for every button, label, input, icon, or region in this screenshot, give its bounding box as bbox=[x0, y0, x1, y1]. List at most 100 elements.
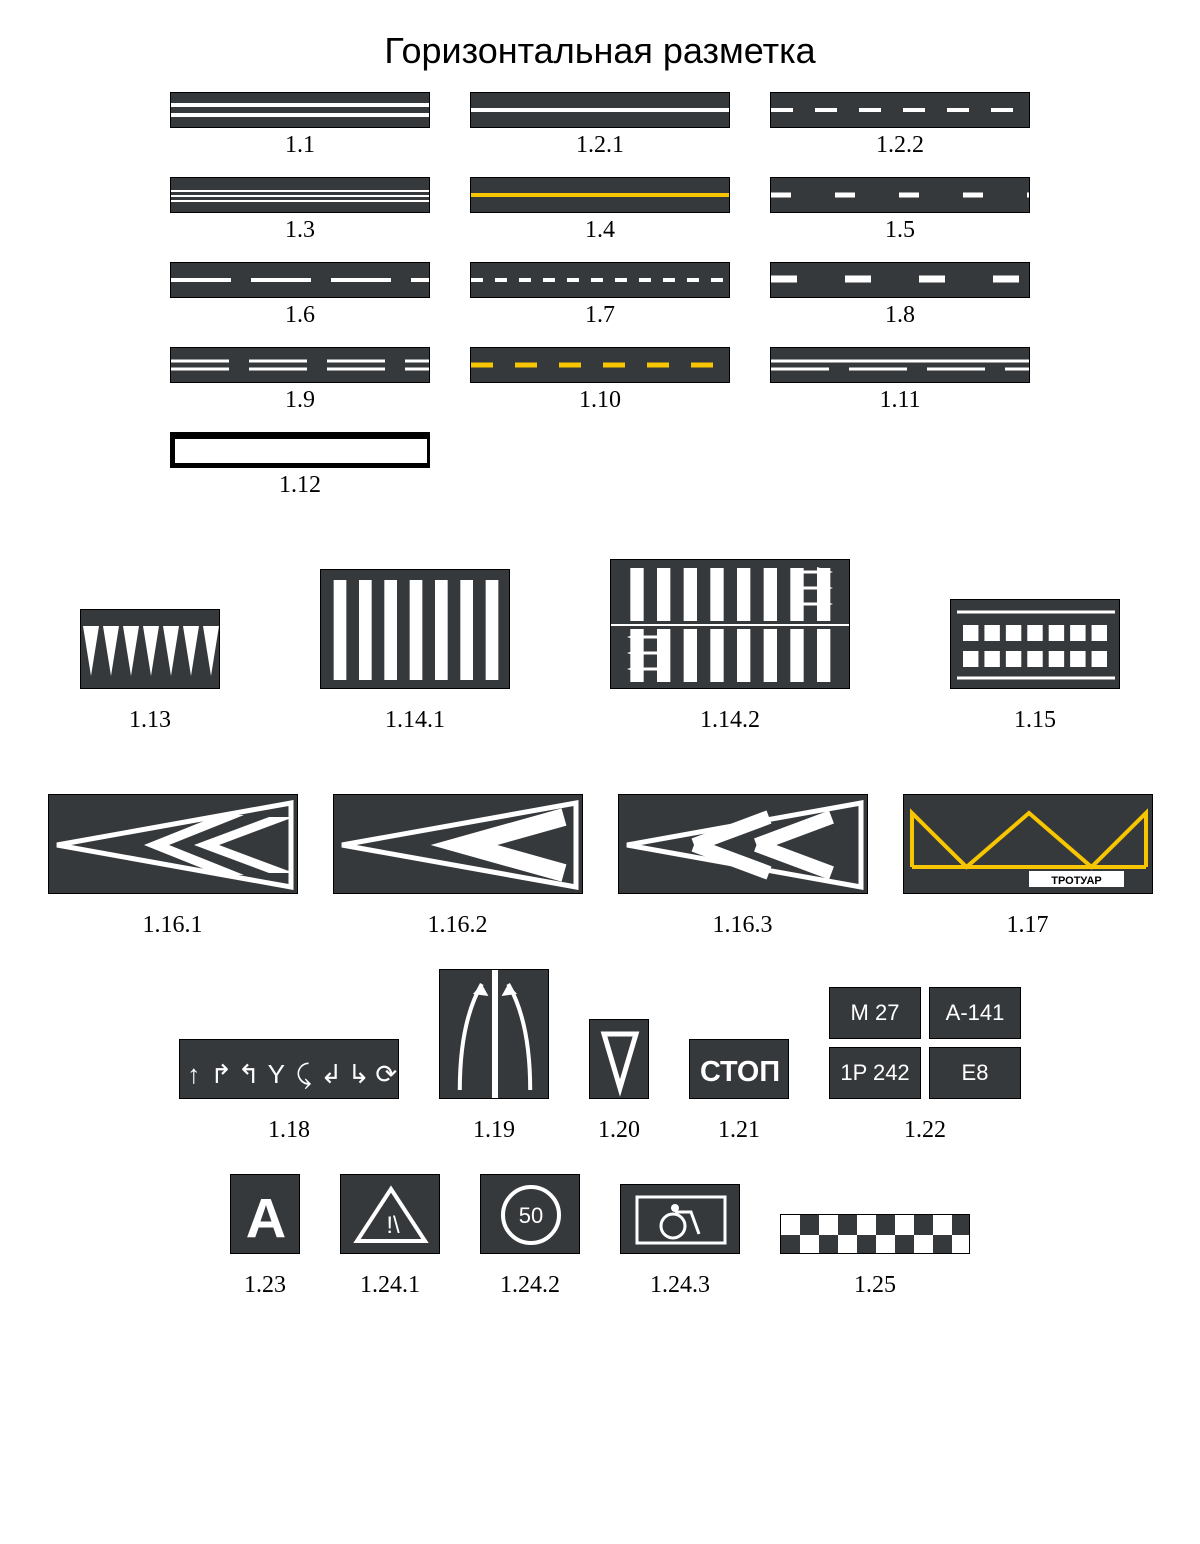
strip-1.11: 1.11 bbox=[770, 347, 1030, 414]
panel-row-2: 1.16.1 1.16.2 1.16.3 ТРОТУАР 1.17 bbox=[40, 794, 1160, 939]
strip-graphic bbox=[470, 347, 730, 383]
svg-text:↑: ↑ bbox=[187, 1059, 200, 1089]
panel-row-3: ↑ ↱↰ Y ⤹ ↲↳⟳ 1.18 1.19 1.20 СТОП 1.21 M 27A-1411P … bbox=[40, 969, 1160, 1144]
panel-1.15: 1.15 bbox=[950, 599, 1120, 734]
panel-graphic bbox=[950, 599, 1120, 689]
panel-caption: 1.16.1 bbox=[143, 912, 203, 939]
panel-caption: 1.16.2 bbox=[428, 912, 488, 939]
svg-text:!\: !\ bbox=[386, 1212, 400, 1239]
strip-1.3: 1.3 bbox=[170, 177, 430, 244]
page-title: Горизонтальная разметка bbox=[40, 30, 1160, 72]
strip-graphic bbox=[170, 262, 430, 298]
strip-caption: 1.8 bbox=[885, 302, 915, 329]
panel-1.23: A 1.23 bbox=[230, 1174, 300, 1299]
panel-graphic bbox=[439, 969, 549, 1099]
panel-caption: 1.16.3 bbox=[713, 912, 773, 939]
strip-caption: 1.6 bbox=[285, 302, 315, 329]
panel-graphic: 50 bbox=[480, 1174, 580, 1254]
strip-1.4: 1.4 bbox=[470, 177, 730, 244]
panel-caption: 1.21 bbox=[718, 1117, 760, 1144]
strip-grid: 1.1 1.2.1 1.2.2 1.3 1.4 1.5 1.6 1.7 1.8 bbox=[40, 92, 1160, 499]
strip-1.2.1: 1.2.1 bbox=[470, 92, 730, 159]
svg-text:A: A bbox=[246, 1186, 286, 1249]
panel-1.24.3: 1.24.3 bbox=[620, 1184, 740, 1299]
panel-caption: 1.18 bbox=[268, 1117, 310, 1144]
panel-graphic bbox=[333, 794, 583, 894]
strip-caption: 1.2.2 bbox=[876, 132, 924, 159]
strip-caption: 1.7 bbox=[585, 302, 615, 329]
strip-1.2.2: 1.2.2 bbox=[770, 92, 1030, 159]
strip-graphic bbox=[470, 92, 730, 128]
panel-graphic bbox=[780, 1214, 970, 1254]
strip-1.10: 1.10 bbox=[470, 347, 730, 414]
strip-caption: 1.10 bbox=[579, 387, 621, 414]
panel-1.13: 1.13 bbox=[80, 609, 220, 734]
panel-1.14.1: 1.14.1 bbox=[320, 569, 510, 734]
strip-graphic bbox=[770, 347, 1030, 383]
panel-1.19: 1.19 bbox=[439, 969, 549, 1144]
panel-1.16.1: 1.16.1 bbox=[48, 794, 298, 939]
panel-1.22: M 27A-1411P 242E81.22 bbox=[829, 987, 1021, 1144]
strip-1.12: 1.12 bbox=[170, 432, 430, 499]
strip-1.7: 1.7 bbox=[470, 262, 730, 329]
panel-graphic bbox=[618, 794, 868, 894]
strip-caption: 1.9 bbox=[285, 387, 315, 414]
strip-graphic bbox=[470, 177, 730, 213]
panel-1.16.3: 1.16.3 bbox=[618, 794, 868, 939]
panel-caption: 1.17 bbox=[1007, 912, 1049, 939]
strip-graphic bbox=[170, 432, 430, 468]
svg-text:↱: ↱ bbox=[210, 1059, 232, 1089]
svg-text:↲: ↲ bbox=[320, 1059, 342, 1089]
panel-1.20: 1.20 bbox=[589, 1019, 649, 1144]
svg-text:50: 50 bbox=[519, 1203, 543, 1228]
panel-caption: 1.24.2 bbox=[500, 1272, 560, 1299]
panel-caption: 1.24.1 bbox=[360, 1272, 420, 1299]
strip-caption: 1.4 bbox=[585, 217, 615, 244]
svg-text:⟳: ⟳ bbox=[375, 1059, 397, 1089]
panel-graphic bbox=[48, 794, 298, 894]
panel-1.24.2: 50 1.24.2 bbox=[480, 1174, 580, 1299]
strip-graphic bbox=[170, 177, 430, 213]
panel-caption: 1.14.2 bbox=[700, 707, 760, 734]
strip-caption: 1.1 bbox=[285, 132, 315, 159]
panel-caption: 1.14.1 bbox=[385, 707, 445, 734]
panel-graphic: ТРОТУАР bbox=[903, 794, 1153, 894]
svg-text:↳: ↳ bbox=[348, 1059, 370, 1089]
panel-caption: 1.19 bbox=[473, 1117, 515, 1144]
panel-graphic bbox=[620, 1184, 740, 1254]
svg-text:⤹: ⤹ bbox=[296, 1059, 312, 1090]
panel-caption: 1.15 bbox=[1014, 707, 1056, 734]
svg-text:ТРОТУАР: ТРОТУАР bbox=[1051, 875, 1101, 887]
strip-graphic bbox=[770, 177, 1030, 213]
strip-caption: 1.5 bbox=[885, 217, 915, 244]
strip-graphic bbox=[170, 92, 430, 128]
strip-caption: 1.11 bbox=[879, 387, 920, 414]
panel-caption: 1.22 bbox=[904, 1117, 946, 1144]
panel-graphic bbox=[589, 1019, 649, 1099]
panel-1.24.1: !\ 1.24.1 bbox=[340, 1174, 440, 1299]
panel-graphic bbox=[610, 559, 850, 689]
strip-caption: 1.3 bbox=[285, 217, 315, 244]
strip-1.8: 1.8 bbox=[770, 262, 1030, 329]
panel-caption: 1.25 bbox=[854, 1272, 896, 1299]
panel-1.17: ТРОТУАР 1.17 bbox=[903, 794, 1153, 939]
panel-row-1: 1.13 1.14.1 1.14.2 1.15 bbox=[40, 559, 1160, 734]
panel-graphic: A bbox=[230, 1174, 300, 1254]
strip-graphic bbox=[770, 262, 1030, 298]
strip-graphic bbox=[470, 262, 730, 298]
panel-1.21: СТОП 1.21 bbox=[689, 1039, 789, 1144]
panel-graphic: ↑ ↱↰ Y ⤹ ↲↳⟳ bbox=[179, 1039, 399, 1099]
panel-caption: 1.24.3 bbox=[650, 1272, 710, 1299]
svg-text:↰: ↰ bbox=[238, 1059, 260, 1089]
panel-graphic bbox=[80, 609, 220, 689]
panel-1.18: ↑ ↱↰ Y ⤹ ↲↳⟳ 1.18 bbox=[179, 1039, 399, 1144]
svg-text:Y: Y bbox=[268, 1059, 285, 1089]
strip-graphic bbox=[770, 92, 1030, 128]
strip-1.5: 1.5 bbox=[770, 177, 1030, 244]
panel-graphic: СТОП bbox=[689, 1039, 789, 1099]
strip-caption: 1.2.1 bbox=[576, 132, 624, 159]
svg-text:СТОП: СТОП bbox=[700, 1056, 780, 1088]
panel-row-4: A 1.23 !\ 1.24.1 50 1.24.2 1.24.3 1.25 bbox=[40, 1174, 1160, 1299]
panel-caption: 1.23 bbox=[244, 1272, 286, 1299]
strip-1.9: 1.9 bbox=[170, 347, 430, 414]
